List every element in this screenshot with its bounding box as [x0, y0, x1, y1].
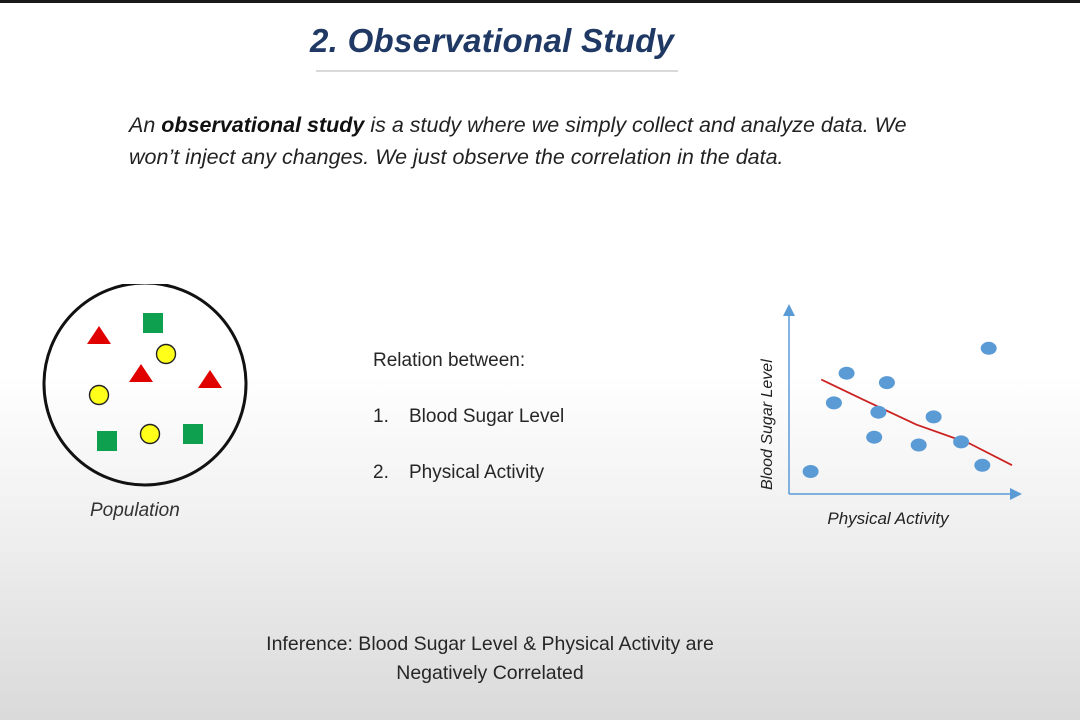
- intro-term: observational study: [161, 113, 365, 137]
- relation-item-number: 1.: [373, 406, 389, 427]
- title-underline: [316, 70, 678, 72]
- data-point: [825, 396, 842, 410]
- data-point: [838, 366, 855, 380]
- y-axis-label: Blood Sugar Level: [759, 359, 776, 490]
- population-circle: [155, 343, 177, 365]
- title-block: 2. Observational Study: [310, 22, 680, 60]
- data-point: [980, 341, 997, 355]
- top-border: [0, 0, 1080, 3]
- population-boundary: [42, 284, 248, 487]
- population-triangle: [87, 326, 111, 344]
- data-point: [910, 438, 927, 452]
- data-point: [925, 410, 942, 424]
- population-square: [183, 424, 203, 444]
- intro-paragraph: An observational study is a study where …: [129, 109, 949, 173]
- slide-title: 2. Observational Study: [310, 22, 675, 59]
- trend-line: [820, 378, 1013, 467]
- intro-suffix: is a study where we simply collect and a…: [129, 113, 907, 169]
- population-square: [97, 431, 117, 451]
- population-label: Population: [90, 500, 180, 521]
- relation-list: Relation between: 1. Blood Sugar Level 2.…: [373, 350, 564, 518]
- scatter-chart: Blood Sugar Level Physical Activity: [759, 304, 1022, 528]
- population-circle: [139, 423, 161, 445]
- population-triangle: [129, 364, 153, 382]
- inference-line-2: Negatively Correlated: [396, 662, 584, 684]
- data-point: [974, 458, 991, 472]
- population-circle: [88, 384, 110, 406]
- data-point: [802, 465, 819, 478]
- data-point: [878, 376, 895, 390]
- intro-prefix: An: [129, 113, 162, 137]
- relation-item-label: Physical Activity: [409, 462, 545, 483]
- x-axis-label: Physical Activity: [827, 509, 950, 528]
- inference-line-1: Inference: Blood Sugar Level & Physical …: [266, 633, 714, 655]
- relation-item-label: Blood Sugar Level: [409, 406, 565, 427]
- relation-item-number: 2.: [373, 462, 389, 483]
- data-point: [953, 435, 970, 449]
- data-point: [866, 430, 883, 444]
- population-triangle: [198, 370, 222, 388]
- relation-heading: Relation between:: [373, 350, 526, 371]
- population-diagram: [42, 284, 248, 487]
- data-point: [870, 405, 887, 419]
- relation-item: 2. Physical Activity: [373, 462, 564, 484]
- population-square: [143, 313, 163, 333]
- inference-text: Inference: Blood Sugar Level & Physical …: [200, 630, 780, 688]
- relation-item: 1. Blood Sugar Level: [373, 406, 564, 428]
